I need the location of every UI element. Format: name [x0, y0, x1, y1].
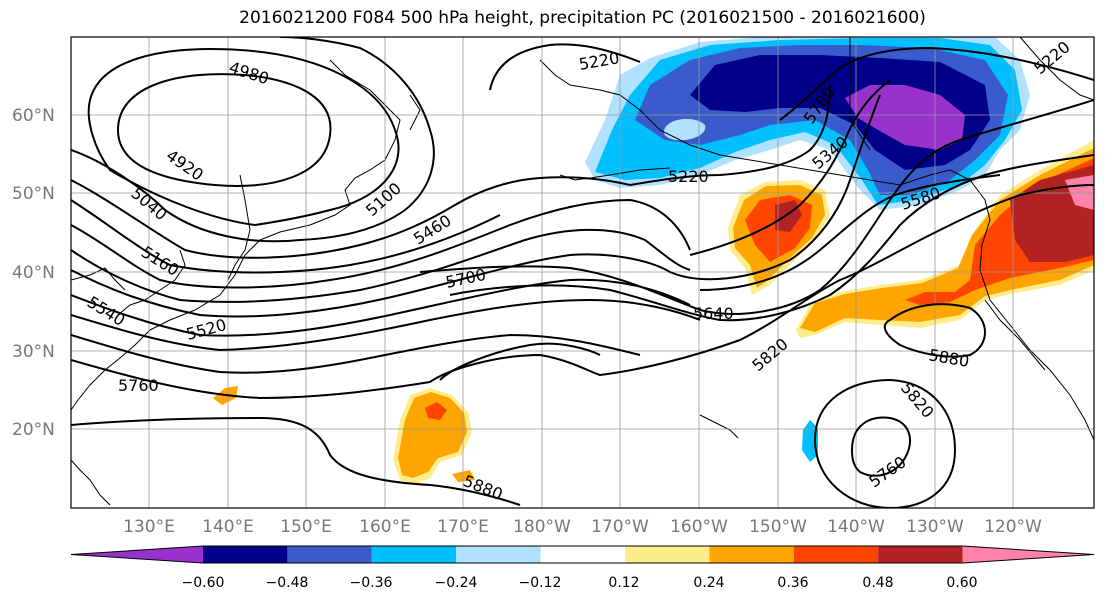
contour-5540: [71, 278, 691, 337]
lon-label: 160°W: [670, 517, 728, 537]
colorbar-tick-label: 0.12: [608, 575, 639, 591]
lon-label: 140°W: [827, 517, 885, 537]
colorbar-segment: [456, 546, 541, 563]
lon-label: 120°W: [984, 517, 1042, 537]
colorbar-ticks: −0.60 −0.48 −0.36 −0.24 −0.12 0.12 0.24 …: [182, 575, 978, 591]
lat-label: 40°N: [12, 263, 55, 283]
precip-negative-hole: [663, 118, 706, 141]
contour-5580: [699, 174, 1001, 291]
colorbar-tick-label: 0.24: [693, 575, 724, 591]
colorbar-tick-label: −0.60: [182, 575, 225, 591]
colorbar-segment: [878, 546, 963, 563]
contour-5160: [71, 199, 501, 274]
contour-5880-upper: [439, 342, 601, 381]
lon-label: 160°E: [359, 517, 411, 537]
precip-positive-11: [398, 392, 467, 478]
contour-4920: [116, 73, 332, 187]
colorbar-segment: [203, 546, 288, 563]
coastlines: [71, 37, 1094, 506]
colorbar-tick-label: −0.24: [435, 575, 478, 591]
colorbar-segment: [793, 546, 879, 563]
lat-label: 30°N: [12, 342, 55, 362]
precip-positive-14: [452, 470, 475, 482]
lon-label: 140°E: [202, 517, 254, 537]
colorbar-tick-label: 0.36: [777, 575, 808, 591]
colorbar-segment: [962, 546, 1094, 563]
colorbar-segment: [371, 546, 457, 563]
contour-5100: [71, 176, 631, 259]
colorbar-outline: [70, 545, 1095, 564]
colorbar-segment: [287, 546, 372, 563]
colorbar-segment: [71, 546, 203, 563]
lon-label: 180°W: [513, 517, 571, 537]
precip-positive-9: [1065, 175, 1094, 210]
contour-5780: [779, 46, 1094, 121]
lat-label: 50°N: [12, 184, 55, 204]
contour-5220-top: [489, 43, 641, 91]
colorbar-tick-label: −0.36: [350, 575, 393, 591]
height-contours: [71, 37, 1094, 508]
map-panel: 4980 4920 5040 5160 5540 5520 5760 5100 …: [70, 36, 1095, 509]
colorbar: −0.60 −0.48 −0.36 −0.24 −0.12 0.12 0.24 …: [70, 545, 1095, 591]
graticule: [71, 37, 1094, 508]
colorbar-tick-label: −0.12: [519, 575, 562, 591]
lon-label: 150°W: [749, 517, 807, 537]
longitude-labels: 130°E 140°E 150°E 160°E 170°E 180°W 170°…: [123, 517, 1042, 537]
latitude-labels: 60°N 50°N 40°N 30°N 20°N: [12, 106, 55, 440]
contour-5880: [883, 303, 986, 358]
contour-5520: [71, 298, 701, 352]
contour-5220: [629, 84, 831, 186]
colorbar-segment: [540, 546, 625, 563]
lon-label: 170°E: [437, 517, 489, 537]
contour-label: 5640: [693, 304, 734, 323]
colorbar-segments: [70, 545, 1095, 564]
contour-a: [71, 198, 691, 289]
contour-5640: [449, 154, 1094, 322]
map-frame: [70, 36, 1095, 509]
contour-5340: [689, 79, 891, 256]
contour-5700: [71, 359, 431, 400]
lon-label: 130°W: [906, 517, 964, 537]
contour-label: 5760: [118, 376, 159, 395]
lon-label: 170°W: [591, 517, 649, 537]
precip-positive-12: [425, 402, 447, 420]
colorbar-tick-label: 0.60: [946, 575, 977, 591]
precipitation-shading: [213, 37, 1094, 485]
precip-negative-small: [802, 420, 818, 462]
contour-c: [71, 94, 881, 318]
contour-b: [71, 228, 691, 303]
colorbar-tick-label: −0.48: [266, 575, 309, 591]
colorbar-segment: [709, 546, 794, 563]
contour-5640-upper: [419, 99, 1094, 315]
lon-label: 130°E: [123, 517, 175, 537]
contour-label: 5220: [668, 167, 709, 186]
lat-label: 20°N: [12, 420, 55, 440]
contour-5820-lower: [71, 416, 521, 506]
contour-5760: [71, 333, 641, 374]
chart-title: 2016021200 F084 500 hPa height, precipit…: [239, 8, 926, 28]
colorbar-tick-label: 0.48: [862, 575, 893, 591]
lon-label: 150°E: [280, 517, 332, 537]
contour-5040: [71, 37, 435, 243]
lat-label: 60°N: [12, 106, 55, 126]
contour-5820: [429, 184, 1094, 383]
contour-5820-low: [813, 378, 957, 508]
colorbar-segment: [625, 546, 710, 563]
contour-5760-low: [850, 416, 911, 477]
